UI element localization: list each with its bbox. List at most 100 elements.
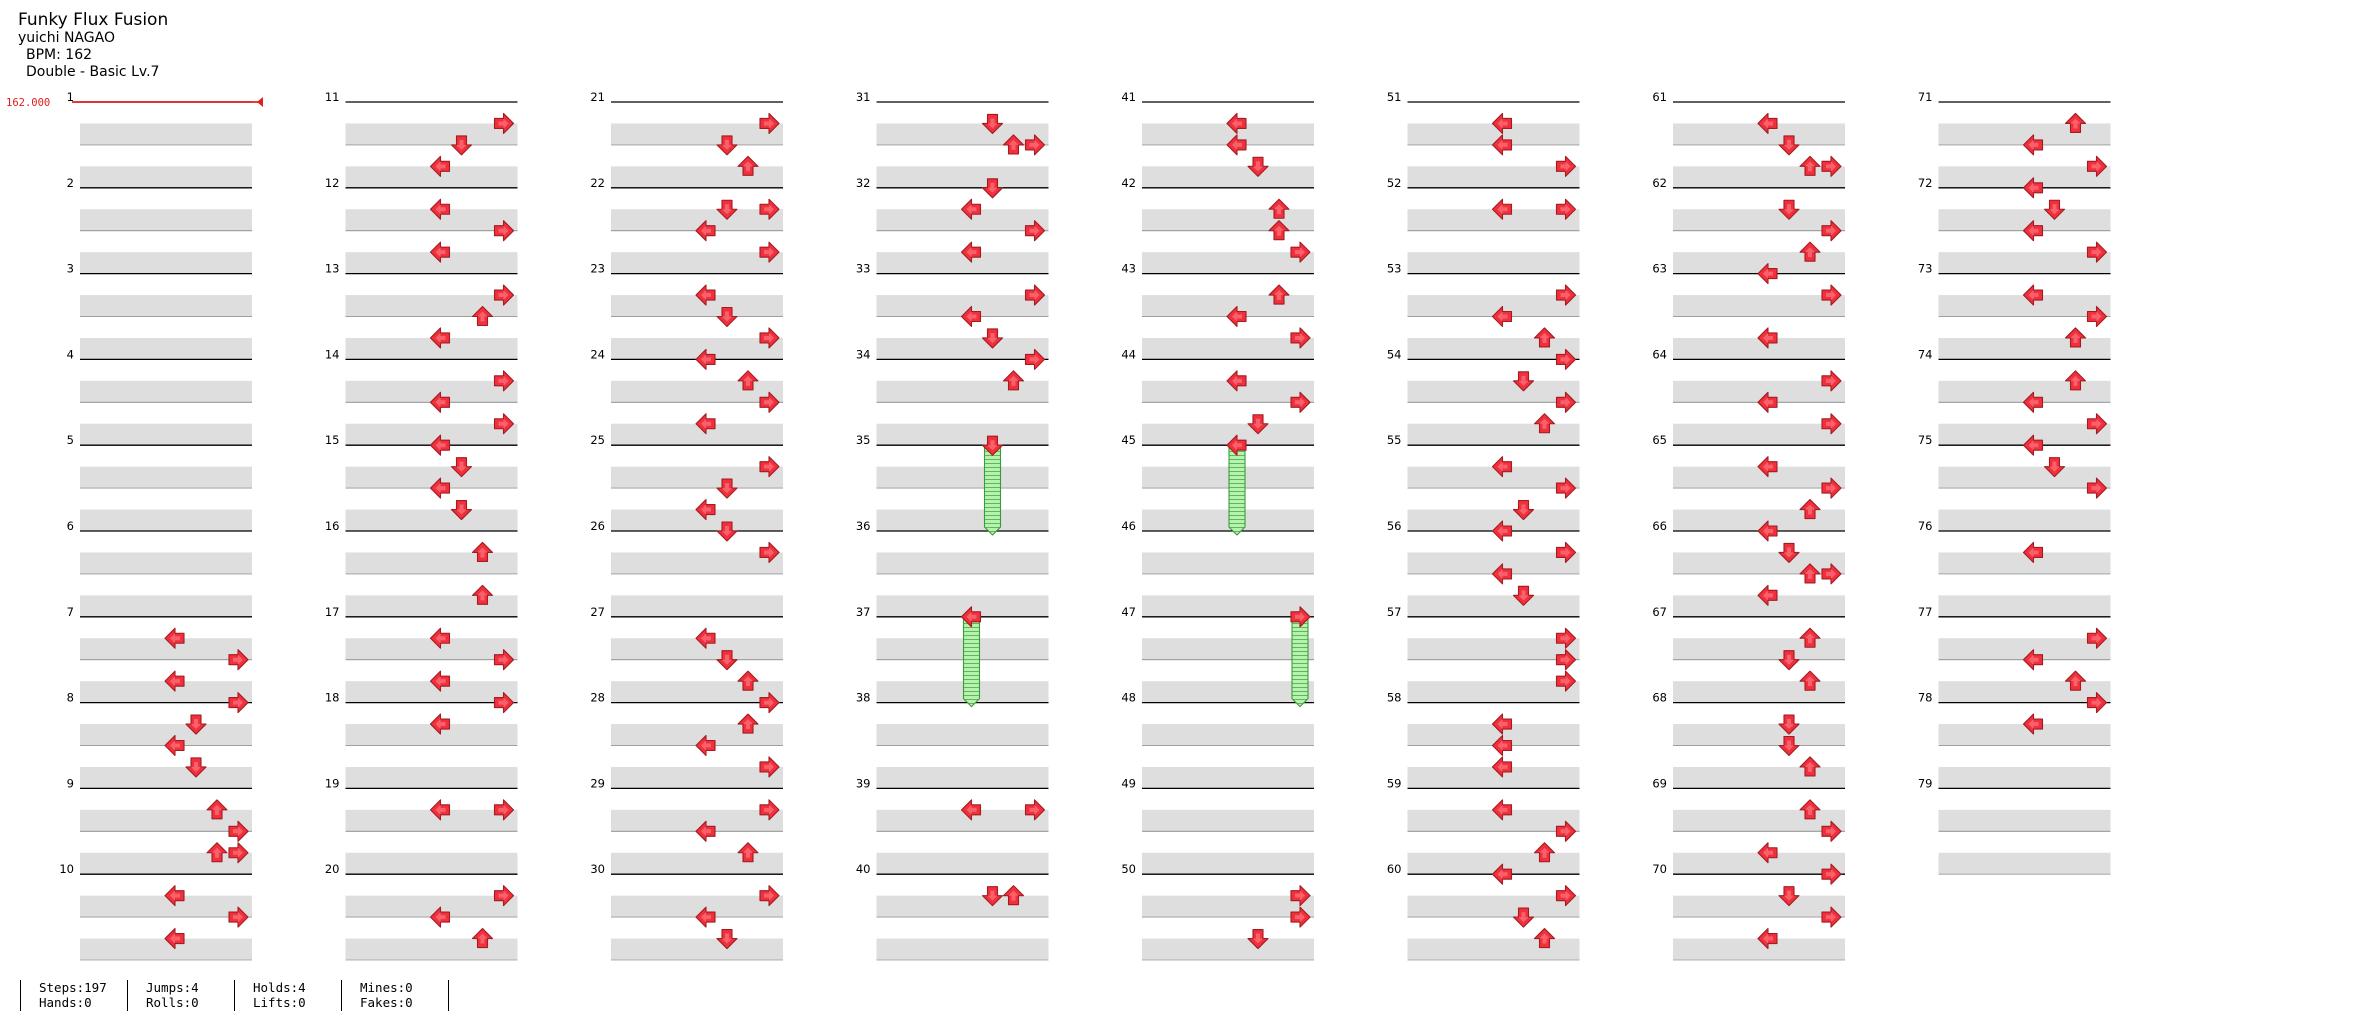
measure-number: 22: [590, 176, 605, 190]
up-arrow-note: [2064, 670, 2087, 691]
measure-61: [1673, 101, 1845, 189]
hold-body: [983, 444, 1002, 536]
measure-number: 52: [1387, 176, 1402, 190]
beat-band: [1142, 681, 1314, 703]
measure-1: [80, 101, 252, 189]
measure-10: [80, 873, 252, 961]
right-arrow-note: [493, 799, 515, 821]
beat-band: [611, 766, 783, 789]
measure-number: 53: [1387, 262, 1402, 276]
beat-band: [80, 123, 252, 145]
left-arrow-note: [960, 799, 982, 821]
down-arrow-note: [1512, 371, 1535, 392]
measure-63: [1673, 272, 1845, 360]
beat-band: [1142, 123, 1314, 145]
measure-34: [876, 358, 1049, 446]
right-arrow-note: [759, 112, 780, 134]
measure-number: 71: [1918, 90, 1933, 104]
measure-number: 57: [1387, 605, 1402, 619]
right-arrow-note: [1555, 284, 1577, 306]
right-arrow-note: [1821, 906, 1842, 928]
stat-group: Holds:4 Lifts:0: [234, 980, 334, 1011]
beat-band: [1142, 595, 1314, 617]
left-arrow-note: [695, 348, 716, 370]
beat-band: [345, 337, 518, 360]
measure-number: 45: [1121, 433, 1136, 447]
measure-4: [80, 358, 252, 446]
beat-band: [1938, 209, 2111, 231]
left-arrow-note: [2022, 713, 2044, 735]
measure-35: [876, 444, 1049, 532]
measure-number: 61: [1652, 90, 1667, 104]
down-arrow-note: [716, 199, 738, 220]
beat-band: [80, 766, 252, 789]
beat-band: [80, 681, 252, 703]
measure-number: 77: [1918, 605, 1933, 619]
left-arrow-note: [1226, 434, 1247, 456]
beat-band: [1407, 766, 1580, 789]
right-arrow-note: [759, 241, 780, 263]
measure-number: 70: [1652, 862, 1667, 876]
left-arrow-note: [695, 284, 716, 306]
measure-56: [1407, 530, 1580, 618]
right-arrow-note: [493, 112, 515, 134]
measure-76: [1938, 530, 2111, 618]
measure-number: 43: [1121, 262, 1136, 276]
right-arrow-note: [1821, 413, 1842, 435]
right-arrow-note: [493, 370, 515, 392]
down-arrow-note: [716, 521, 738, 542]
right-arrow-note: [1821, 155, 1842, 177]
measure-number: 4: [67, 347, 74, 361]
left-arrow-note: [1757, 842, 1778, 864]
beat-band: [611, 938, 783, 960]
measure-number: 34: [856, 347, 871, 361]
beat-band: [1938, 423, 2111, 446]
measure-17: [345, 616, 518, 703]
beat-band: [1142, 938, 1314, 960]
measure-number: 49: [1121, 776, 1136, 790]
down-arrow-note: [716, 135, 738, 156]
left-arrow-note: [429, 713, 451, 735]
right-arrow-note: [1024, 220, 1046, 242]
song-title: Funky Flux Fusion: [18, 10, 169, 30]
beat-band: [1407, 552, 1580, 574]
measure-48: [1142, 701, 1314, 789]
left-arrow-note: [2022, 134, 2044, 156]
beat-band: [611, 295, 783, 317]
stat-group: Mines:0 Fakes:0: [341, 980, 441, 1011]
measure-number: 23: [590, 262, 605, 276]
up-arrow-note: [206, 842, 228, 863]
left-arrow-note: [695, 220, 716, 242]
beat-band: [1142, 209, 1314, 231]
left-arrow-note: [164, 627, 185, 649]
measure-62: [1673, 187, 1845, 275]
beat-band: [611, 638, 783, 660]
measure-18: [345, 701, 518, 789]
left-arrow-note: [695, 498, 716, 521]
right-arrow-note: [2086, 155, 2108, 177]
right-arrow-note: [1821, 284, 1842, 306]
left-arrow-note: [2022, 220, 2044, 242]
beat-band: [80, 724, 252, 746]
up-arrow-note: [1799, 670, 1821, 691]
down-arrow-note: [716, 478, 738, 499]
beat-band: [876, 380, 1049, 403]
beat-band: [345, 466, 518, 489]
song-bpm: BPM: 162: [26, 47, 93, 63]
beat-band: [345, 423, 518, 446]
down-arrow-note: [981, 178, 1004, 199]
beat-band: [1938, 724, 2111, 746]
measure-number: 60: [1387, 862, 1402, 876]
measure-number: 25: [590, 433, 605, 447]
up-arrow-note: [1002, 134, 1025, 155]
measure-number: 78: [1918, 691, 1933, 705]
right-arrow-note: [1555, 348, 1577, 370]
hold-note: [1290, 606, 1311, 708]
measure-67: [1673, 616, 1845, 703]
right-arrow-note: [1290, 241, 1311, 263]
right-arrow-note: [228, 842, 249, 864]
measure-2: [80, 187, 252, 275]
beat-band: [611, 509, 783, 531]
up-arrow-note: [471, 305, 494, 327]
down-arrow-note: [2043, 457, 2066, 478]
